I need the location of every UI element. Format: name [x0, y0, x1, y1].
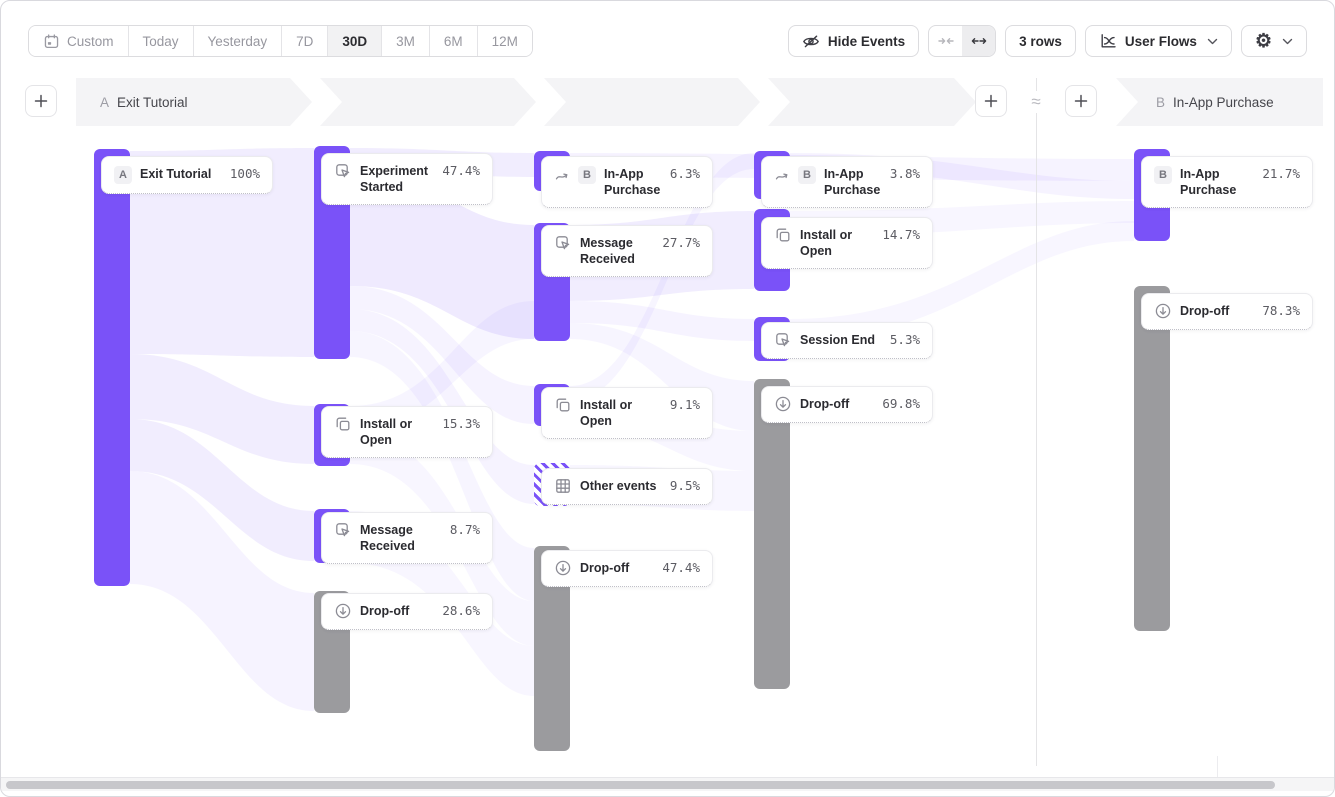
step-header-2[interactable]: [320, 78, 536, 126]
add-step-button-a-end[interactable]: [975, 85, 1007, 117]
jump-arrow-icon: [775, 173, 788, 180]
node-card-message-received[interactable]: Message Received 27.7%: [541, 225, 713, 277]
drop-off-icon: [555, 560, 571, 576]
date-range-12m[interactable]: 12M: [477, 26, 532, 56]
step-header-3[interactable]: [544, 78, 760, 126]
step-header-a[interactable]: A Exit Tutorial: [76, 78, 312, 126]
grid-icon: [556, 479, 570, 493]
date-range-yesterday[interactable]: Yesterday: [193, 26, 283, 56]
copy-icon: [776, 228, 790, 242]
step-header-b[interactable]: B In-App Purchase: [1116, 78, 1323, 126]
node-card-message-received[interactable]: Message Received 8.7%: [321, 512, 493, 564]
panel-divider: [1036, 78, 1037, 766]
add-step-button-left[interactable]: [25, 85, 57, 117]
date-range-3m[interactable]: 3M: [382, 26, 430, 56]
add-step-button-b-start[interactable]: [1065, 85, 1097, 117]
node-card-in-app-purchase-b[interactable]: B In-App Purchase 21.7%: [1141, 156, 1313, 208]
node-card-drop-off[interactable]: Drop-off 28.6%: [321, 593, 493, 630]
plus-icon: [34, 94, 48, 108]
copy-icon: [336, 417, 350, 431]
calendar-icon: [44, 33, 59, 48]
drop-off-icon: [1155, 303, 1171, 319]
width-toggle: [928, 25, 997, 57]
node-card-install-or-open[interactable]: Install or Open 9.1%: [541, 387, 713, 439]
node-card-drop-off[interactable]: Drop-off 69.8%: [761, 386, 933, 423]
node-bar-exit-tutorial[interactable]: [94, 149, 130, 586]
step-badge: B: [1156, 94, 1166, 110]
date-range-group: Custom Today Yesterday 7D 30D 3M 6M 12M: [28, 25, 533, 57]
panel-b-edge-line: [1217, 756, 1218, 779]
cursor-click-icon: [556, 236, 570, 250]
gear-icon: ⚙: [1254, 30, 1272, 52]
step-header-4[interactable]: [768, 78, 976, 126]
series-b-badge: B: [1154, 166, 1172, 184]
node-card-other-events[interactable]: Other events 9.5%: [541, 468, 713, 505]
copy-icon: [556, 398, 570, 412]
node-card-drop-off[interactable]: Drop-off 47.4%: [541, 550, 713, 587]
drop-off-icon: [775, 396, 791, 412]
rows-button[interactable]: 3 rows: [1005, 25, 1076, 57]
plus-icon: [984, 94, 998, 108]
date-range-custom[interactable]: Custom: [29, 26, 129, 56]
date-range-today[interactable]: Today: [128, 26, 194, 56]
user-flows-icon: [1101, 34, 1116, 48]
series-b-badge: B: [798, 166, 816, 184]
plus-icon: [1074, 94, 1088, 108]
drop-off-icon: [335, 603, 351, 619]
collapse-columns-button[interactable]: [929, 26, 962, 56]
toolbar: Custom Today Yesterday 7D 30D 3M 6M 12M …: [28, 25, 1307, 57]
node-bar-drop-off-b[interactable]: [1134, 286, 1170, 631]
date-range-label: Custom: [67, 33, 114, 49]
step-title: Exit Tutorial: [117, 94, 188, 110]
step-title: In-App Purchase: [1173, 94, 1274, 110]
date-range-30d[interactable]: 30D: [328, 26, 383, 56]
scrollbar-thumb[interactable]: [6, 781, 1275, 789]
node-card-install-or-open[interactable]: Install or Open 15.3%: [321, 406, 493, 458]
node-card-in-app-purchase[interactable]: B In-App Purchase 3.8%: [761, 156, 933, 208]
date-range-6m[interactable]: 6M: [429, 26, 478, 56]
series-a-badge: A: [114, 166, 132, 184]
settings-dropdown[interactable]: ⚙: [1240, 25, 1307, 57]
toolbar-right: Hide Events 3 rows: [787, 25, 1307, 57]
series-b-badge: B: [578, 166, 596, 184]
node-bar-drop-off-4[interactable]: [754, 379, 790, 689]
view-selector-dropdown[interactable]: User Flows: [1084, 25, 1232, 57]
cursor-click-icon: [336, 523, 350, 537]
node-card-exit-tutorial[interactable]: A Exit Tutorial 100%: [101, 156, 273, 194]
node-card-session-end[interactable]: Session End 5.3%: [761, 322, 933, 359]
arrows-inward-icon: [937, 38, 954, 44]
date-range-7d[interactable]: 7D: [282, 26, 329, 56]
cursor-click-icon: [776, 333, 790, 347]
node-card-in-app-purchase[interactable]: B In-App Purchase 6.3%: [541, 156, 713, 208]
cursor-click-icon: [336, 164, 350, 178]
hide-events-button[interactable]: Hide Events: [787, 25, 920, 57]
arrows-outward-icon: [971, 38, 986, 44]
chevron-down-icon: [1282, 38, 1293, 44]
eye-off-icon: [802, 35, 819, 48]
approx-symbol: ≈: [1025, 91, 1047, 113]
expand-columns-button[interactable]: [962, 26, 996, 56]
node-card-drop-off-b[interactable]: Drop-off 78.3%: [1141, 293, 1313, 330]
node-card-install-or-open[interactable]: Install or Open 14.7%: [761, 217, 933, 269]
chevron-down-icon: [1207, 38, 1218, 44]
node-card-experiment-started[interactable]: Experiment Started 47.4%: [321, 153, 493, 205]
horizontal-scrollbar[interactable]: [1, 777, 1334, 791]
jump-arrow-icon: [555, 173, 568, 180]
step-badge: A: [100, 94, 110, 110]
